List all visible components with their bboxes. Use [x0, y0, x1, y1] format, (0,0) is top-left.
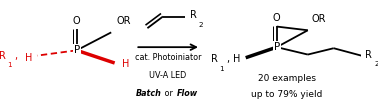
Text: R: R — [190, 10, 197, 20]
Text: 1: 1 — [220, 66, 224, 72]
Text: ,: , — [15, 51, 18, 61]
Text: OR: OR — [312, 14, 327, 24]
Text: H: H — [122, 59, 130, 69]
Text: H: H — [25, 53, 32, 63]
Text: R: R — [366, 50, 372, 60]
Text: Batch: Batch — [136, 89, 162, 98]
Text: cat. Photoiniator: cat. Photoiniator — [135, 53, 201, 62]
Text: up to 79% yield: up to 79% yield — [251, 90, 323, 99]
Text: UV-A LED: UV-A LED — [149, 71, 187, 80]
Text: 2: 2 — [199, 22, 203, 28]
Text: P: P — [274, 42, 280, 52]
Text: H: H — [233, 54, 240, 64]
Text: R: R — [211, 54, 218, 64]
Text: 2: 2 — [375, 61, 378, 67]
Text: P: P — [74, 45, 80, 55]
Text: 20 examples: 20 examples — [258, 74, 316, 83]
Text: O: O — [73, 16, 81, 26]
Text: Flow: Flow — [177, 89, 198, 98]
Text: ,: , — [227, 54, 230, 64]
Text: OR: OR — [116, 16, 131, 26]
Text: 1: 1 — [8, 62, 12, 68]
Text: O: O — [273, 13, 280, 23]
Text: R: R — [0, 51, 6, 61]
Text: or: or — [162, 89, 175, 98]
